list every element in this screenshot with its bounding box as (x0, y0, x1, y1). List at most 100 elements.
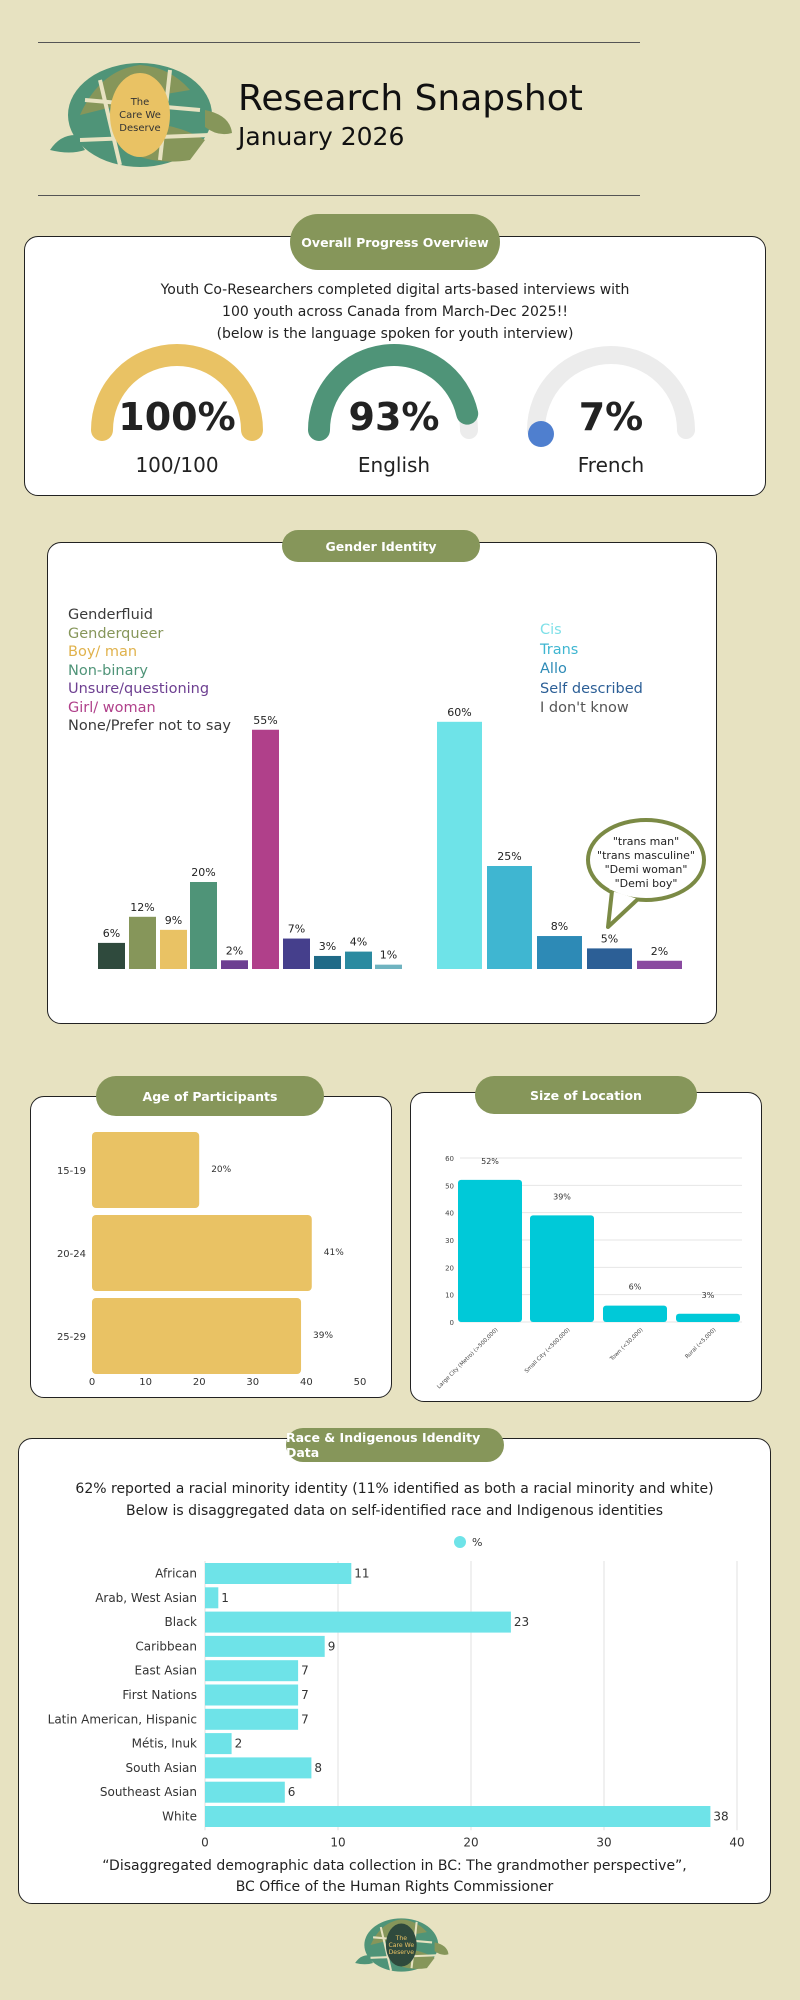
race-cat-label-0: African (155, 1567, 197, 1581)
age-cat-label-2: 25-29 (57, 1332, 86, 1343)
race-intro: 62% reported a racial minority identity … (18, 1478, 771, 1522)
race-value-label-0: 11 (354, 1567, 369, 1581)
age-xtick-2: 20 (193, 1377, 206, 1388)
race-xtick-4: 40 (729, 1835, 744, 1849)
cis-trans-bar-label-1: 25% (497, 850, 521, 863)
race-cat-label-1: Arab, West Asian (95, 1591, 197, 1605)
logo-word-care: Care We (119, 110, 161, 121)
loc-cat-label-1: Small City (<500,000) (524, 1327, 572, 1375)
gauge-french-label: French (577, 453, 645, 477)
race-xtick-0: 0 (201, 1835, 209, 1849)
loc-ytick-1: 10 (445, 1292, 454, 1300)
race-source-line1: “Disaggregated demographic data collecti… (102, 1858, 687, 1874)
gender-bar-label-9: 1% (380, 949, 397, 962)
legend-allo: Allo (540, 661, 567, 677)
loc-ytick-6: 60 (445, 1155, 454, 1163)
progress-pill: Overall Progress Overview (290, 214, 500, 270)
location-bar-chart: 0 10 20 30 40 50 60 52% Large City (Metro) (>500… (436, 1155, 742, 1390)
cis-trans-bar-label-0: 60% (447, 706, 471, 719)
race-bar-1 (205, 1587, 219, 1609)
cis-trans-bar-0 (437, 721, 482, 969)
age-bar-chart: 15-19 20% 20-24 41% 25-29 39% 0 10 20 30 40 50 (57, 1132, 367, 1388)
gender-bar-7 (314, 955, 341, 969)
race-bar-7 (205, 1733, 232, 1755)
footer-logo-word-the: The (395, 1935, 408, 1942)
race-value-label-2: 23 (514, 1615, 529, 1629)
gender-bar-9 (375, 964, 402, 969)
footer-turtle-logo: The Care We Deserve (355, 1918, 449, 1972)
race-source: “Disaggregated demographic data collecti… (18, 1856, 771, 1898)
age-xtick-5: 50 (354, 1377, 367, 1388)
gauge-fill-0 (91, 344, 263, 441)
race-legend-label: % (472, 1536, 482, 1549)
race-value-label-4: 7 (301, 1664, 309, 1678)
race-bar-0 (205, 1563, 352, 1584)
age-pill: Age of Participants (96, 1076, 324, 1116)
age-value-label-0: 20% (211, 1165, 231, 1175)
race-value-label-9: 6 (288, 1785, 296, 1799)
footer-logo-word-deserve: Deserve (389, 1949, 415, 1956)
loc-ytick-0: 0 (450, 1319, 454, 1327)
gauge-track-2 (527, 346, 695, 439)
race-pill: Race & Indigenous Idendity Data (286, 1428, 504, 1462)
loc-cat-label-2: Town (<30,000) (609, 1327, 645, 1363)
gender-legend-right: Cis Trans Allo Self described I don't kn… (540, 621, 643, 719)
page-title: Research Snapshot (238, 78, 583, 119)
race-value-label-3: 9 (328, 1639, 336, 1653)
race-cat-label-6: Latin American, Hispanic (48, 1712, 197, 1726)
race-value-label-5: 7 (301, 1688, 309, 1702)
progress-intro-line1: Youth Co-Researchers completed digital a… (160, 282, 630, 298)
race-xtick-1: 10 (330, 1835, 345, 1849)
loc-ytick-2: 20 (445, 1264, 454, 1272)
bubble-line-4: "Demi boy" (615, 877, 678, 890)
footer-logo-word-care: Care We (388, 1942, 414, 1949)
race-cat-label-9: Southeast Asian (100, 1785, 197, 1799)
race-intro-line1: 62% reported a racial minority identity … (75, 1481, 714, 1497)
race-value-label-8: 8 (314, 1761, 322, 1775)
race-source-line2: BC Office of the Human Rights Commission… (235, 1879, 554, 1895)
race-bar-8 (205, 1757, 312, 1779)
gauge-total-label: 100/100 (135, 453, 219, 477)
race-value-label-1: 1 (221, 1591, 229, 1605)
gender-bar-4 (221, 960, 248, 969)
cis-trans-bar-label-2: 8% (551, 920, 568, 933)
race-bar-9 (205, 1781, 285, 1803)
turtle-logo: The Care We Deserve (50, 63, 232, 167)
gauge-total-value: 100% (118, 395, 236, 439)
progress-intro: Youth Co-Researchers completed digital a… (24, 279, 766, 345)
legend-dont-know: I don't know (540, 700, 629, 716)
gender-bar-label-2: 9% (165, 914, 182, 927)
legend-none: None/Prefer not to say (68, 718, 231, 734)
legend-cis: Cis (540, 622, 562, 638)
age-cat-label-1: 20-24 (57, 1249, 86, 1260)
loc-bar-0 (458, 1179, 522, 1322)
age-xtick-3: 30 (246, 1377, 259, 1388)
loc-value-label-1: 39% (553, 1192, 571, 1201)
legend-non-binary: Non-binary (68, 662, 148, 679)
legend-self-described: Self described (540, 680, 643, 697)
header-bottom-rule (38, 195, 640, 196)
race-cat-label-4: East Asian (135, 1664, 197, 1678)
race-cat-label-3: Caribbean (135, 1639, 197, 1653)
legend-trans: Trans (540, 641, 579, 658)
race-cat-label-10: White (162, 1810, 197, 1824)
header-top-rule (38, 42, 640, 43)
logo-word-the: The (130, 97, 150, 108)
race-legend-swatch (454, 1536, 466, 1548)
loc-cat-label-3: Rural (<5,000) (684, 1327, 717, 1360)
race-bar-10 (205, 1806, 711, 1827)
race-cat-label-2: Black (165, 1615, 198, 1629)
loc-value-label-3: 3% (702, 1291, 715, 1300)
gender-bar-label-3: 20% (191, 866, 215, 879)
age-bar-2 (92, 1298, 302, 1374)
gender-bar-label-6: 7% (288, 923, 305, 936)
race-bar-2 (205, 1611, 511, 1633)
race-bar-6 (205, 1708, 299, 1730)
cis-trans-bar-label-4: 2% (651, 945, 668, 958)
race-bar-chart: % 0 10 20 30 40 African 11 Arab, West Asian 1 Blac… (48, 1536, 745, 1849)
legend-unsure: Unsure/questioning (68, 681, 210, 697)
loc-cat-label-0: Large City (Metro) (>500,000) (436, 1327, 499, 1390)
gauge-french-value: 7% (578, 395, 644, 439)
age-value-label-2: 39% (313, 1331, 333, 1341)
gender-bar-label-8: 4% (350, 936, 367, 949)
